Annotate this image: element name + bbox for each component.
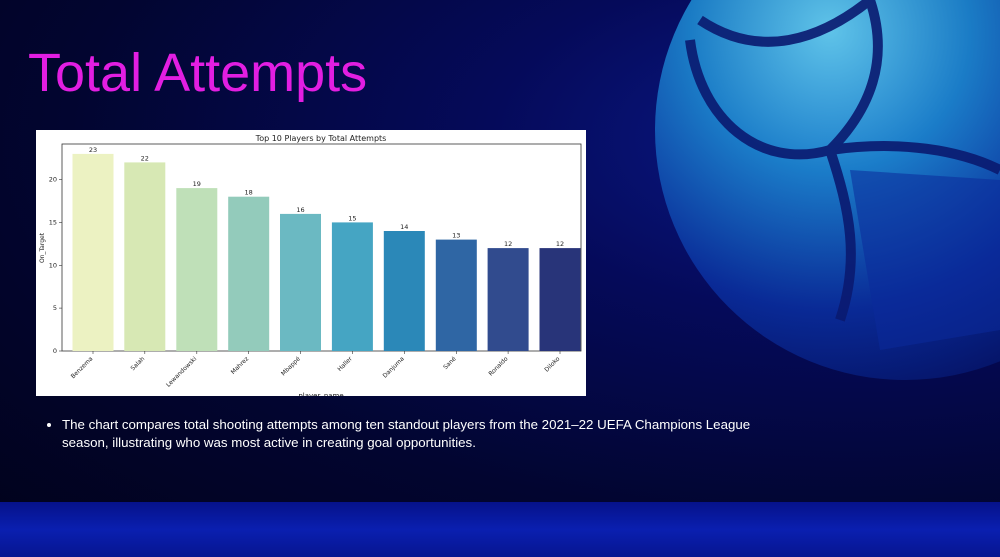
x-tick-label: Benzema [70, 355, 95, 380]
description-bullets: The chart compares total shooting attemp… [48, 416, 778, 452]
bar-mbappé [280, 213, 321, 351]
bar-mahrez [228, 196, 270, 351]
data-label: 12 [504, 240, 512, 248]
bar-chart-svg: Top 10 Players by Total Attempts 23 22 19 1… [39, 134, 582, 396]
x-tick-label: Ronaldo [487, 355, 509, 377]
x-tick-label: Diloko [543, 355, 561, 373]
x-tick-label: Salah [129, 355, 146, 372]
bullet-item: The chart compares total shooting attemp… [62, 416, 778, 452]
x-tick-label: Lewandowski [165, 355, 198, 388]
x-axis-label: player_name [298, 392, 343, 396]
y-tick-label: 10 [49, 261, 57, 269]
data-label: 19 [193, 180, 201, 188]
bar-diloko [539, 248, 581, 351]
x-tick-label: Danjuma [382, 355, 406, 379]
data-label: 12 [556, 240, 564, 248]
y-tick-label: 20 [49, 176, 57, 184]
bar-ronaldo [487, 248, 529, 351]
bar-benzema [72, 153, 114, 351]
data-label: 23 [89, 146, 97, 154]
y-tick-label: 15 [49, 218, 57, 226]
y-tick-label: 0 [53, 347, 57, 355]
y-axis-label: On_Target [39, 232, 46, 263]
data-label: 15 [348, 214, 356, 222]
y-tick-label: 5 [53, 304, 57, 312]
bar-salah [124, 162, 166, 351]
chart-title: Top 10 Players by Total Attempts [255, 134, 387, 143]
bar-danjuma [383, 231, 425, 351]
bar-chart: Top 10 Players by Total Attempts 23 22 19 1… [36, 130, 586, 396]
slide-title: Total Attempts [28, 43, 368, 103]
x-tick-label: Mbappé [280, 355, 302, 377]
x-tick-label: Haller [336, 355, 354, 373]
plot-area-frame [61, 143, 582, 352]
bar-lewandowski [176, 188, 218, 351]
x-tick-label: Mahrez [230, 355, 250, 375]
footer-band [0, 502, 1000, 557]
data-label: 22 [141, 154, 149, 162]
data-label: 14 [400, 223, 408, 231]
bar-haller [331, 222, 373, 351]
data-label: 18 [245, 189, 253, 197]
bar-sané [435, 239, 477, 351]
data-label: 13 [452, 232, 460, 240]
x-tick-label: Sané [442, 355, 458, 371]
data-label: 16 [296, 206, 304, 214]
